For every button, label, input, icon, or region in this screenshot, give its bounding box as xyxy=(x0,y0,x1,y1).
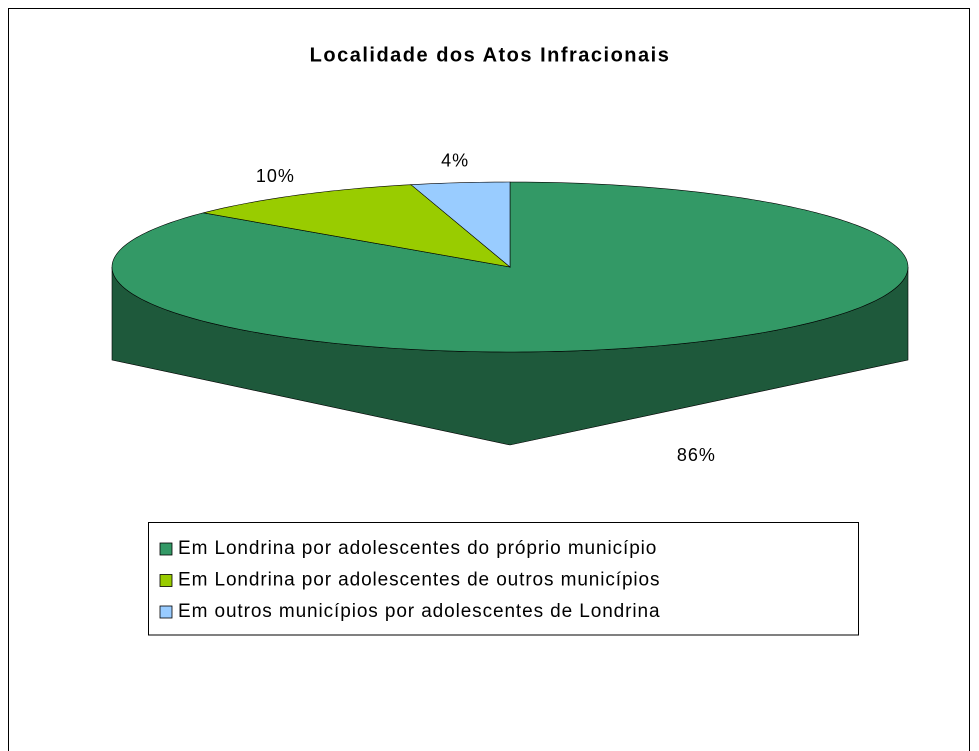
data-label: 86% xyxy=(677,445,716,465)
data-label: 4% xyxy=(441,150,469,170)
pie: 86% 10% 4% xyxy=(111,150,909,465)
legend-label: Em Londrina por adolescentes de outros m… xyxy=(178,570,660,591)
legend: Em Londrina por adolescentes do próprio … xyxy=(148,522,859,636)
legend-swatch xyxy=(159,605,173,619)
legend-swatch xyxy=(159,574,173,587)
pie-slice xyxy=(410,181,511,268)
legend-box xyxy=(148,522,859,636)
chart-title: Localidade dos Atos Infracionais xyxy=(310,44,671,66)
legend-label: Em outros municípios por adolescentes de… xyxy=(178,601,660,622)
pie-slice xyxy=(203,184,512,268)
legend-swatch xyxy=(159,542,173,556)
data-label: 10% xyxy=(256,166,295,186)
legend-label: Em Londrina por adolescentes do próprio … xyxy=(178,538,657,559)
chart-frame xyxy=(8,8,970,751)
